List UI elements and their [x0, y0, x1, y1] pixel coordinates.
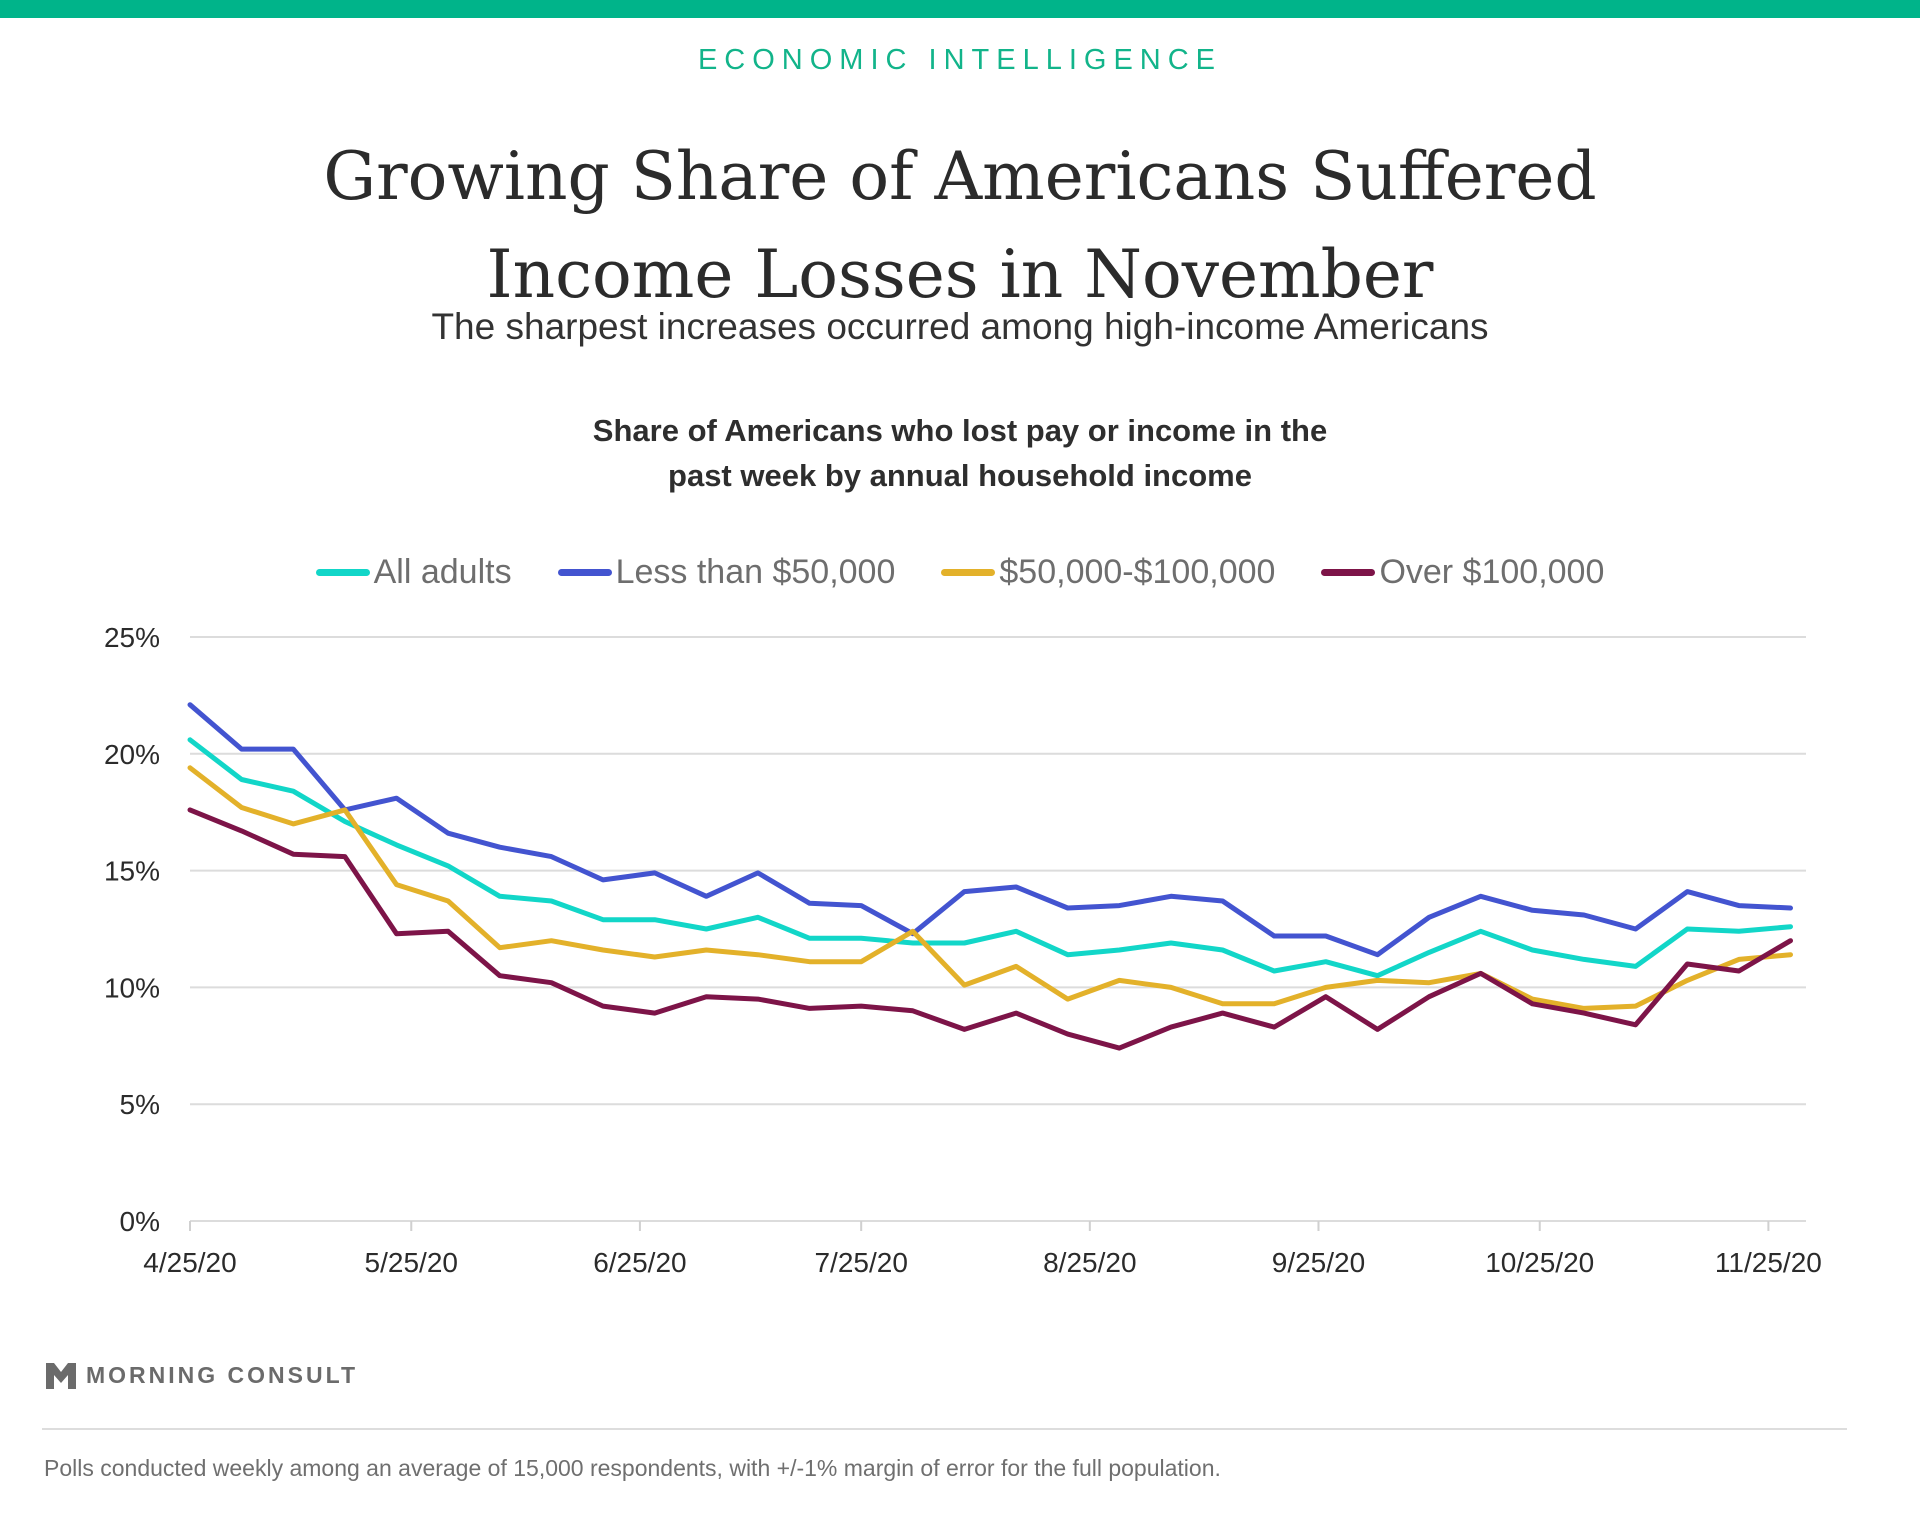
- series-lines: [187, 702, 1793, 1051]
- y-tick-label: 25%: [104, 622, 160, 653]
- legend-label: Less than $50,000: [615, 553, 896, 591]
- legend-item-50k-100k: $50,000-$100,000: [941, 553, 1275, 592]
- brand-logo: MORNING CONSULT: [46, 1362, 358, 1389]
- legend-item-less-than-50k: Less than $50,000: [557, 553, 896, 592]
- series-line-50-000-100-000: [187, 765, 1793, 1011]
- series-line-over-100-000: [187, 807, 1793, 1051]
- legend-swatch-icon: [557, 569, 612, 576]
- chart-title-line-1: Share of Americans who lost pay or incom…: [592, 413, 1328, 448]
- brand-name: MORNING CONSULT: [86, 1362, 359, 1388]
- legend-item-over-100k: Over $100,000: [1321, 553, 1604, 592]
- legend-label: Over $100,000: [1379, 553, 1605, 591]
- chart-title-line-2: past week by annual household income: [668, 458, 1252, 493]
- title-line-1: Growing Share of Americans Suffered: [323, 138, 1597, 215]
- x-tick-label: 6/25/20: [593, 1247, 686, 1278]
- footer-divider: [42, 1428, 1847, 1430]
- page-title: Growing Share of Americans Suffered Inco…: [0, 128, 1920, 324]
- x-axis: 4/25/20 5/25/20 6/25/20 7/25/20 8/25/20 9/25/…: [143, 1221, 1822, 1278]
- top-accent-bar: [0, 0, 1920, 18]
- legend-swatch-icon: [1321, 569, 1376, 576]
- legend-item-all-adults: All adults: [315, 553, 512, 592]
- y-tick-label: 0%: [120, 1206, 160, 1237]
- x-tick-label: 8/25/20: [1043, 1247, 1136, 1278]
- legend-label: All adults: [373, 553, 512, 591]
- series-line-less-than-50-000: [187, 702, 1793, 958]
- subtitle: The sharpest increases occurred among hi…: [431, 306, 1489, 347]
- x-tick-label: 7/25/20: [814, 1247, 907, 1278]
- y-tick-label: 5%: [120, 1089, 160, 1120]
- series-line-all-adults: [187, 737, 1793, 979]
- x-tick-label: 11/25/20: [1715, 1247, 1822, 1278]
- y-tick-label: 20%: [104, 739, 160, 770]
- x-tick-label: 10/25/20: [1485, 1247, 1594, 1278]
- title-line-2: Income Losses in November: [486, 236, 1434, 313]
- x-tick-label: 9/25/20: [1272, 1247, 1365, 1278]
- line-chart: 0% 5% 10% 15% 20% 25% 4/25/20 5/25/20 6/25/20 7/…: [104, 622, 1822, 1278]
- x-tick-label: 5/25/20: [365, 1247, 458, 1278]
- legend: All adults Less than $50,000 $50,000-$10…: [0, 553, 1920, 592]
- legend-swatch-icon: [315, 569, 370, 576]
- y-tick-label: 15%: [104, 856, 160, 887]
- chart-title: Share of Americans who lost pay or incom…: [0, 408, 1920, 498]
- legend-swatch-icon: [941, 569, 996, 576]
- morning-consult-logo-icon: [46, 1362, 76, 1389]
- footnote: Polls conducted weekly among an average …: [44, 1455, 1221, 1481]
- legend-label: $50,000-$100,000: [999, 553, 1276, 591]
- y-axis-ticks: 0% 5% 10% 15% 20% 25%: [104, 622, 160, 1237]
- x-tick-label: 4/25/20: [143, 1247, 236, 1278]
- y-tick-label: 10%: [104, 972, 160, 1003]
- kicker: ECONOMIC INTELLIGENCE: [697, 44, 1223, 76]
- gridlines: [190, 636, 1806, 1222]
